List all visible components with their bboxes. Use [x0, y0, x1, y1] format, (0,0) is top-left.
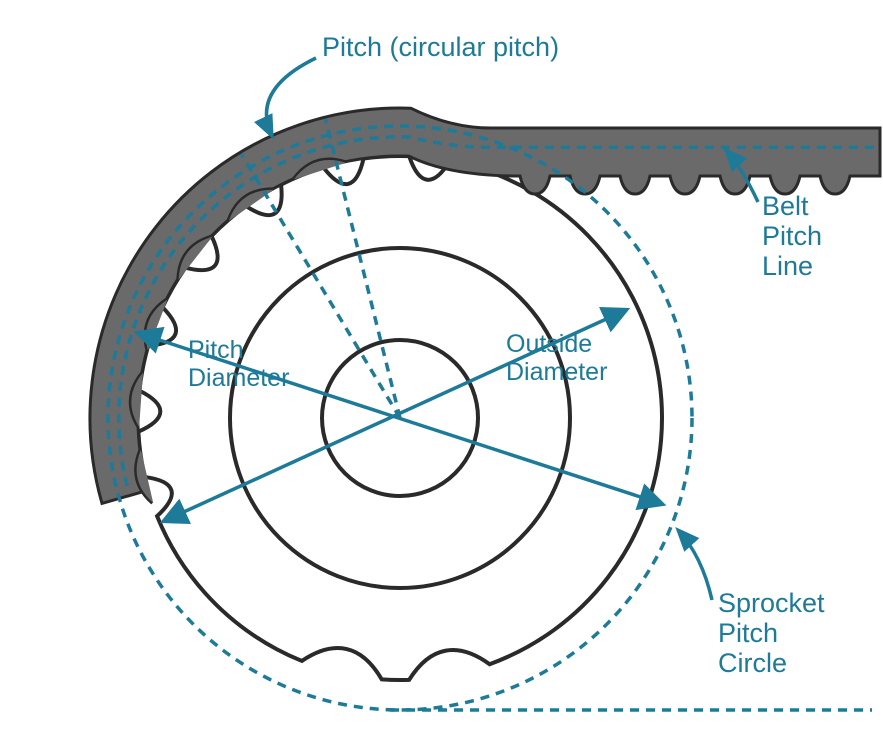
sprocket-pitch-circle-leader [678, 530, 712, 600]
sprocket-pitch-diagram: Pitch (circular pitch)BeltPitchLinePitch… [0, 0, 883, 756]
label-belt-pitch-line: BeltPitchLine [762, 191, 822, 281]
label-sprocket-pitch-circle: SprocketPitchCircle [718, 588, 825, 678]
label-pitch-title: Pitch (circular pitch) [322, 32, 559, 62]
